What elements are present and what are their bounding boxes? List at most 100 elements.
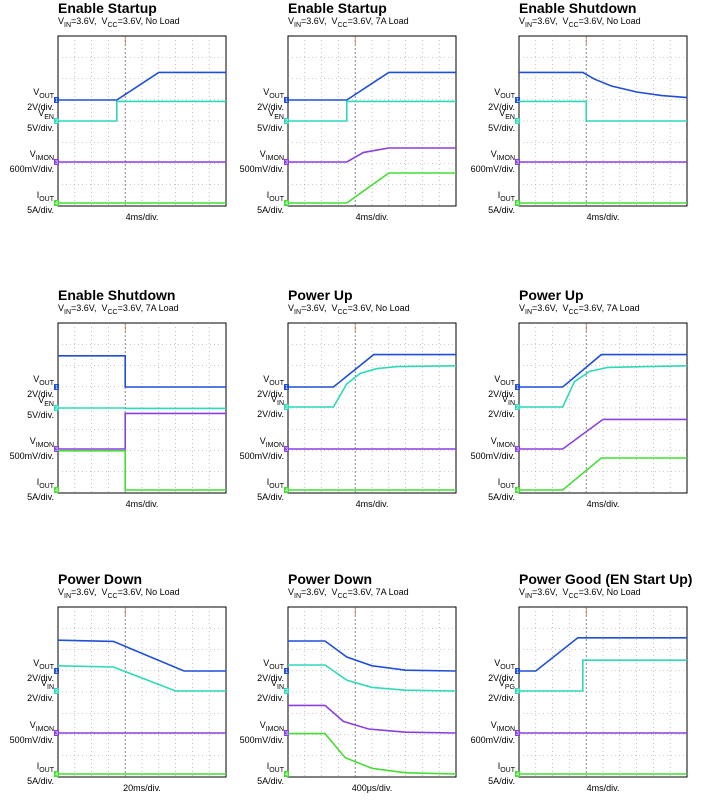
- channel-name: VOUT: [257, 658, 284, 673]
- channel-number: 2: [285, 119, 288, 125]
- channel-name: VPG: [488, 678, 515, 693]
- channel-number: 2: [285, 405, 288, 411]
- channel-name: VIN: [257, 678, 284, 693]
- channel-name: VEN: [27, 395, 54, 410]
- channel-scale: 5A/div.: [27, 492, 54, 502]
- channel-subscript: OUT: [269, 767, 284, 774]
- channel-name: VOUT: [27, 87, 54, 102]
- channel-scale: 5V/div.: [27, 410, 54, 420]
- time-scale-label: 4ms/div.: [519, 783, 687, 793]
- channel-subscript: OUT: [500, 380, 515, 387]
- channel-name: VOUT: [488, 87, 515, 102]
- channel-subscript: OUT: [39, 767, 54, 774]
- channel-subscript: IMON: [497, 726, 515, 733]
- channel-number: 2: [516, 689, 519, 695]
- channel-number: 1: [285, 669, 288, 675]
- channel-subscript: OUT: [269, 93, 284, 100]
- channel-subscript: EN: [44, 401, 54, 408]
- channel-subscript: EN: [274, 114, 284, 121]
- channel-number: 4: [516, 488, 519, 494]
- channel-name: VIN: [257, 394, 284, 409]
- channel-number: 4: [285, 488, 288, 494]
- channel-number: 1: [516, 385, 519, 391]
- channel-number: 2: [55, 406, 58, 412]
- channel-name: VOUT: [27, 374, 54, 389]
- channel-number: 3: [516, 731, 519, 737]
- channel-number: 2: [516, 119, 519, 125]
- channel-subscript: PG: [505, 684, 515, 691]
- channel-subscript: OUT: [39, 196, 54, 203]
- scope-panel: Power Good (EN Start Up)VIN=3.6V, VCC=3.…: [461, 571, 693, 801]
- channel-subscript: OUT: [500, 196, 515, 203]
- channel-scale: 600mV/div.: [10, 164, 54, 174]
- channel-subscript: OUT: [500, 767, 515, 774]
- channel-name: VIMON: [471, 436, 515, 451]
- channel-number: 3: [55, 731, 58, 737]
- channel-name: VIN: [27, 678, 54, 693]
- channel-subscript: OUT: [269, 196, 284, 203]
- channel-scale: 5V/div.: [27, 123, 54, 133]
- channel-number: 1: [516, 98, 519, 104]
- channel-number: 2: [55, 689, 58, 695]
- channel-number: 3: [285, 160, 288, 166]
- channel-subscript: IN: [47, 684, 54, 691]
- channel-scale: 2V/div.: [257, 409, 284, 419]
- channel-name: VEN: [27, 108, 54, 123]
- channel-subscript: IMON: [36, 155, 54, 162]
- channel-subscript: IN: [277, 684, 284, 691]
- channel-name: VOUT: [488, 658, 515, 673]
- channel-scale: 500mV/div.: [240, 164, 284, 174]
- channel-name: IOUT: [488, 190, 515, 205]
- channel-scale: 500mV/div.: [10, 735, 54, 745]
- channel-scale: 5A/div.: [488, 776, 515, 786]
- channel-number: 1: [285, 98, 288, 104]
- channel-scale: 5A/div.: [257, 205, 284, 215]
- channel-name: VIMON: [471, 149, 515, 164]
- channel-scale: 5A/div.: [257, 492, 284, 502]
- channel-number: 4: [55, 201, 58, 207]
- channel-subscript: OUT: [500, 93, 515, 100]
- channel-scale: 2V/div.: [488, 693, 515, 703]
- time-scale-label: 4ms/div.: [519, 499, 687, 509]
- time-scale-label: 4ms/div.: [519, 212, 687, 222]
- time-scale-label: 4ms/div.: [58, 499, 226, 509]
- channel-scale: 5A/div.: [27, 776, 54, 786]
- channel-scale: 5V/div.: [488, 123, 515, 133]
- channel-name: VEN: [257, 108, 284, 123]
- channel-number: 1: [55, 98, 58, 104]
- channel-scale: 600mV/div.: [471, 164, 515, 174]
- channel-name: VIMON: [471, 720, 515, 735]
- channel-scale: 5A/div.: [488, 205, 515, 215]
- channel-subscript: IMON: [36, 726, 54, 733]
- channel-name: IOUT: [27, 477, 54, 492]
- channel-name: VIMON: [240, 436, 284, 451]
- time-scale-label: 4ms/div.: [288, 499, 456, 509]
- channel-name: VIMON: [240, 720, 284, 735]
- channel-number: 1: [516, 669, 519, 675]
- channel-number: 4: [516, 772, 519, 778]
- time-scale-label: 4ms/div.: [288, 212, 456, 222]
- channel-name: IOUT: [257, 477, 284, 492]
- time-scale-label: 400μs/div.: [288, 783, 456, 793]
- channel-subscript: OUT: [500, 664, 515, 671]
- channel-name: VIMON: [10, 436, 54, 451]
- channel-scale: 500mV/div.: [471, 451, 515, 461]
- channel-scale: 5A/div.: [27, 205, 54, 215]
- channel-number: 3: [285, 447, 288, 453]
- channel-number: 4: [516, 201, 519, 207]
